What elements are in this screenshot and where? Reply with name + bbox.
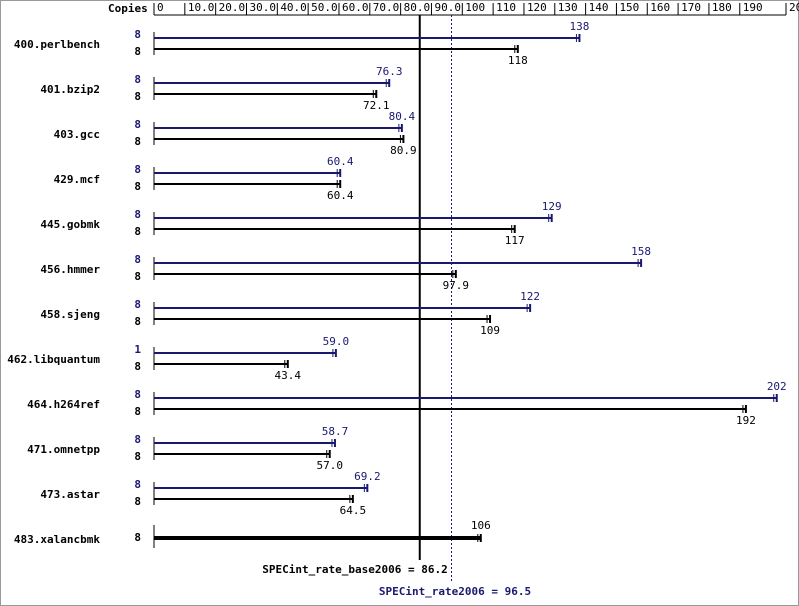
base-value-label: 97.9 [443,279,470,292]
category-label: 401.bzip2 [40,83,100,96]
x-tick-label: 60.0 [342,1,369,14]
x-tick-label: 205 [789,1,799,14]
category-label: 464.h264ref [27,398,100,411]
peak-value-label: 158 [631,245,651,258]
base-copies: 8 [134,450,141,463]
peak-value-label: 69.2 [354,470,381,483]
category-label: 483.xalancbmk [14,533,100,546]
base-value-label: 117 [505,234,525,247]
base-mean-label: SPECint_rate_base2006 = 86.2 [262,563,447,576]
category-label: 471.omnetpp [27,443,100,456]
base-value-label: 192 [736,414,756,427]
peak-value-label: 202 [767,380,787,393]
base-value-label: 57.0 [316,459,343,472]
peak-copies: 8 [134,478,141,491]
x-tick-label: 170 [681,1,701,14]
peak-copies: 8 [134,298,141,311]
base-copies: 8 [134,315,141,328]
base-copies: 8 [134,531,141,544]
base-value-label: 43.4 [275,369,302,382]
base-copies: 8 [134,270,141,283]
x-tick-label: 40.0 [280,1,307,14]
peak-copies: 8 [134,208,141,221]
peak-copies: 8 [134,118,141,131]
x-tick-label: 130 [558,1,578,14]
x-tick-label: 160 [650,1,670,14]
category-label: 429.mcf [54,173,100,186]
peak-copies: 1 [134,343,141,356]
peak-mean-label: SPECint_rate2006 = 96.5 [379,585,531,598]
x-tick-label: 180 [712,1,732,14]
peak-value-label: 138 [570,20,590,33]
base-value-label: 109 [480,324,500,337]
x-tick-label: 110 [496,1,516,14]
axis-label: Copies [108,2,148,15]
peak-value-label: 122 [520,290,540,303]
x-tick-label: 20.0 [219,1,246,14]
x-tick-label: 150 [619,1,639,14]
base-copies: 8 [134,225,141,238]
x-tick-label: 50.0 [311,1,338,14]
base-value-label: 72.1 [363,99,390,112]
x-tick-label: 190 [743,1,763,14]
x-tick-label: 30.0 [249,1,275,14]
peak-value-label: 80.4 [389,110,416,123]
category-label: 445.gobmk [40,218,100,231]
base-copies: 8 [134,90,141,103]
base-value-label: 106 [471,519,491,532]
x-tick-label: 80.0 [404,1,431,14]
peak-value-label: 59.0 [323,335,350,348]
peak-copies: 8 [134,388,141,401]
x-tick-label: 100 [465,1,485,14]
base-copies: 8 [134,360,141,373]
category-label: 456.hmmer [40,263,100,276]
peak-copies: 8 [134,28,141,41]
x-tick-label: 10.0 [188,1,215,14]
peak-copies: 8 [134,73,141,86]
base-value-label: 64.5 [340,504,367,517]
base-value-label: 80.9 [390,144,417,157]
peak-value-label: 76.3 [376,65,403,78]
base-copies: 8 [134,495,141,508]
category-label: 462.libquantum [7,353,100,366]
base-copies: 8 [134,405,141,418]
x-tick-label: 140 [589,1,609,14]
base-value-label: 60.4 [327,189,354,202]
category-label: 400.perlbench [14,38,100,51]
category-label: 458.sjeng [40,308,100,321]
peak-copies: 8 [134,253,141,266]
base-copies: 8 [134,135,141,148]
category-label: 473.astar [40,488,100,501]
category-label: 403.gcc [54,128,100,141]
base-copies: 8 [134,180,141,193]
peak-value-label: 129 [542,200,562,213]
peak-copies: 8 [134,163,141,176]
peak-value-label: 58.7 [322,425,349,438]
x-tick-label: 0 [157,1,164,14]
x-tick-label: 90.0 [434,1,461,14]
x-tick-label: 70.0 [373,1,400,14]
x-tick-label: 120 [527,1,547,14]
base-copies: 8 [134,45,141,58]
peak-value-label: 60.4 [327,155,354,168]
peak-copies: 8 [134,433,141,446]
base-value-label: 118 [508,54,528,67]
